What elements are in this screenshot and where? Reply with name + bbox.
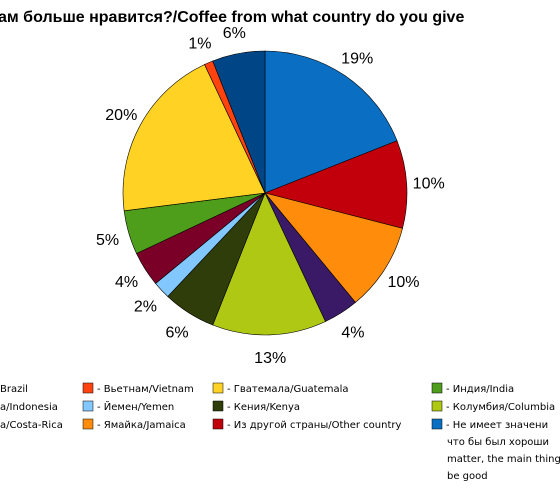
slice-value-label: 4% — [341, 325, 364, 342]
slice-value-label: 10% — [387, 274, 419, 291]
legend-entry: - Из другой страны/Other country — [227, 420, 401, 431]
slice-value-label: 5% — [96, 232, 119, 249]
pie-slice — [264, 192, 403, 303]
pie-slice — [264, 50, 398, 194]
legend-swatch — [212, 418, 224, 430]
legend-entry: а/Indonesia — [0, 402, 58, 413]
chart-title: ам больше нравится?/Coffee from what cou… — [0, 9, 464, 26]
legend-entry: Brazil — [0, 384, 28, 395]
legend-swatch — [212, 400, 224, 412]
legend-swatch — [431, 400, 443, 412]
legend-entry-line: be good — [447, 471, 488, 482]
slice-value-label: 20% — [105, 107, 137, 124]
pie-slice — [122, 64, 266, 212]
slice-value-label: 1% — [188, 36, 211, 53]
legend-entry: - Индия/India — [446, 384, 514, 395]
slice-value-label: 2% — [134, 298, 157, 315]
slice-value-label: 10% — [413, 176, 445, 193]
legend-entry: - Гватемала/Guatemala — [227, 384, 349, 395]
pie-slice — [264, 140, 408, 229]
legend-swatch — [82, 382, 94, 394]
slice-value-label: 19% — [341, 50, 373, 67]
pie-slice — [212, 192, 326, 336]
pie-slices — [122, 50, 408, 336]
legend-swatch — [431, 418, 443, 430]
pie-slice — [212, 50, 266, 194]
legend-entry: - Йемен/Yemen — [97, 400, 174, 413]
legend-entry: - Кения/Kenya — [227, 402, 300, 413]
legend-entry: - Ямайка/Jamaica — [97, 420, 186, 431]
legend-entry: а/Costa-Rica — [0, 420, 63, 431]
legend-swatch — [82, 418, 94, 430]
legend-entry: - Колумбия/Columbia — [446, 402, 555, 413]
legend-entry: - Вьетнам/Vietnam — [97, 384, 194, 395]
slice-value-label: 6% — [223, 25, 246, 42]
slice-value-label: 6% — [166, 325, 189, 342]
legend-entry-line: - Не имеет значени — [446, 420, 548, 431]
slice-value-label: 13% — [254, 350, 286, 367]
legend-entry-line: что бы был хороши — [447, 437, 549, 448]
legend-swatch — [431, 382, 443, 394]
legend-swatch — [212, 382, 224, 394]
legend-swatch — [82, 400, 94, 412]
pie-value-labels: 19% 10% 10% 4% 13% 6% 2% 4% 5% 20% 1% 6% — [96, 25, 445, 367]
legend-entry-line: matter, the main thing — [447, 454, 560, 465]
slice-value-label: 4% — [115, 274, 138, 291]
legend-entry: - Не имеет значени что бы был хороши matte… — [446, 420, 560, 482]
legend: Brazil - Вьетнам/Vietnam - Гватемала/Guate… — [0, 382, 560, 482]
